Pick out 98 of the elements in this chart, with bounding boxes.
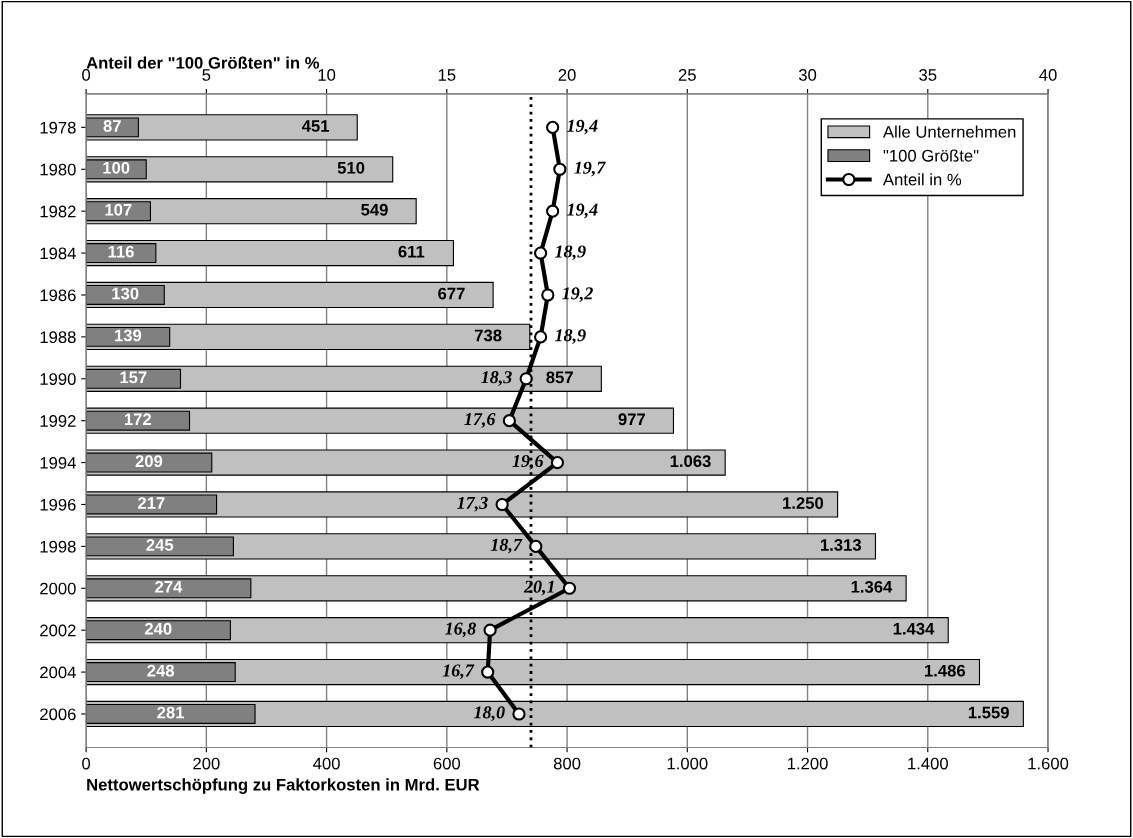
data-label: 16,7 bbox=[442, 664, 475, 680]
data-label: 17,6 bbox=[464, 413, 496, 428]
data-label: 19,6 bbox=[512, 454, 544, 470]
y-tick-label: 2006 bbox=[40, 708, 76, 721]
data-label: 20,1 bbox=[523, 580, 554, 596]
data-label: 172 bbox=[124, 413, 152, 425]
data-label: 248 bbox=[147, 664, 175, 677]
data-label: 1.364 bbox=[851, 580, 893, 593]
x-tick-label: 800 bbox=[553, 757, 581, 770]
y-tick-label: 1996 bbox=[40, 498, 76, 511]
point bbox=[481, 665, 495, 679]
point bbox=[550, 455, 565, 470]
data-label: 16,8 bbox=[445, 622, 476, 638]
data-label: 130 bbox=[112, 287, 139, 300]
x-axis-title: Nettowertschöpfung zu Faktorkosten in Mrd. EUR bbox=[87, 778, 480, 794]
point bbox=[562, 581, 577, 595]
data-label: 116 bbox=[108, 245, 134, 258]
point bbox=[546, 120, 560, 134]
data-label: 19,7 bbox=[574, 161, 606, 177]
data-label: 157 bbox=[120, 371, 147, 384]
x-tick-label: 1.200 bbox=[787, 757, 828, 770]
y-tick-label: 2004 bbox=[40, 666, 76, 679]
x2-tick-label: 30 bbox=[798, 69, 817, 81]
y-tick-label: 1982 bbox=[40, 205, 76, 218]
point bbox=[529, 539, 543, 553]
data-label: 857 bbox=[546, 371, 573, 384]
y-tick-label: 1984 bbox=[40, 247, 76, 260]
x2-tick-label: 20 bbox=[558, 69, 576, 81]
y-tick-label: 2002 bbox=[40, 624, 76, 637]
legend-label: "100 Größte" bbox=[883, 149, 979, 162]
data-label: 19,2 bbox=[562, 287, 593, 303]
x-tick-label: 1.600 bbox=[1028, 757, 1069, 770]
point bbox=[541, 288, 555, 302]
legend-label: Alle Unternehmen bbox=[882, 125, 1016, 138]
data-label: 18,9 bbox=[554, 329, 586, 345]
x2-tick-label: 15 bbox=[438, 69, 456, 81]
x-tick-label: 1.000 bbox=[667, 757, 708, 770]
point bbox=[546, 204, 560, 218]
data-label: 281 bbox=[157, 706, 185, 719]
legend-label: Anteil in % bbox=[882, 173, 962, 186]
data-label: 217 bbox=[138, 497, 165, 509]
data-label: 19,4 bbox=[566, 119, 598, 135]
y-tick-label: 1998 bbox=[40, 540, 76, 553]
data-label: 510 bbox=[337, 161, 365, 174]
point bbox=[534, 246, 548, 260]
point bbox=[502, 414, 516, 428]
data-label: 139 bbox=[115, 329, 142, 342]
data-label: 17,3 bbox=[457, 496, 488, 512]
data-label: 549 bbox=[361, 203, 388, 216]
y-tick-label: 1986 bbox=[40, 289, 76, 302]
data-label: 1.559 bbox=[968, 706, 1009, 719]
data-label: 18,3 bbox=[481, 371, 512, 386]
data-label: 18,7 bbox=[490, 538, 523, 554]
y-tick-label: 1978 bbox=[40, 121, 76, 134]
point bbox=[553, 162, 567, 176]
data-label: 245 bbox=[146, 539, 174, 551]
y-tick-label: 1990 bbox=[40, 373, 76, 385]
y-tick-label: 1992 bbox=[40, 415, 76, 427]
data-label: 1.250 bbox=[783, 497, 824, 509]
x-tick-label: 600 bbox=[433, 757, 461, 770]
data-label: 274 bbox=[155, 580, 183, 593]
x2-tick-label: 0 bbox=[82, 69, 91, 81]
x2-tick-label: 40 bbox=[1039, 69, 1057, 81]
data-label: 1.063 bbox=[670, 455, 711, 468]
data-label: 1.313 bbox=[820, 539, 862, 551]
data-label: 18,0 bbox=[473, 706, 505, 722]
point bbox=[495, 497, 509, 512]
point bbox=[483, 623, 497, 637]
data-label: 977 bbox=[618, 413, 645, 426]
x2-axis-title: Anteil der "100 Größten" in % bbox=[86, 56, 320, 69]
data-label: 87 bbox=[103, 120, 121, 132]
y-tick-label: 1988 bbox=[40, 331, 76, 344]
data-label: 677 bbox=[438, 287, 465, 300]
y-tick-label: 2000 bbox=[40, 582, 76, 595]
x2-tick-label: 35 bbox=[919, 69, 937, 81]
data-label: 738 bbox=[474, 329, 502, 342]
x2-tick-label: 5 bbox=[202, 69, 211, 81]
data-label: 240 bbox=[144, 622, 172, 635]
point bbox=[534, 330, 548, 344]
x2-tick-label: 25 bbox=[678, 69, 696, 81]
point bbox=[512, 707, 526, 721]
data-label: 611 bbox=[398, 245, 425, 258]
x-tick-label: 200 bbox=[193, 757, 220, 770]
x-tick-label: 400 bbox=[313, 757, 340, 770]
data-label: 107 bbox=[105, 203, 132, 216]
data-label: 19,4 bbox=[566, 203, 598, 219]
y-tick-label: 1994 bbox=[40, 456, 76, 469]
x-tick-label: 0 bbox=[82, 757, 91, 770]
x2-tick-label: 10 bbox=[318, 69, 336, 81]
data-label: 18,9 bbox=[554, 245, 586, 261]
data-label: 1.486 bbox=[924, 664, 966, 677]
y-tick-label: 1980 bbox=[40, 163, 76, 176]
x-tick-label: 1.400 bbox=[908, 757, 948, 770]
data-label: 1.434 bbox=[893, 622, 935, 635]
data-label: 209 bbox=[135, 455, 163, 468]
point bbox=[519, 372, 533, 386]
data-label: 100 bbox=[103, 161, 130, 174]
data-label: 451 bbox=[301, 120, 330, 132]
